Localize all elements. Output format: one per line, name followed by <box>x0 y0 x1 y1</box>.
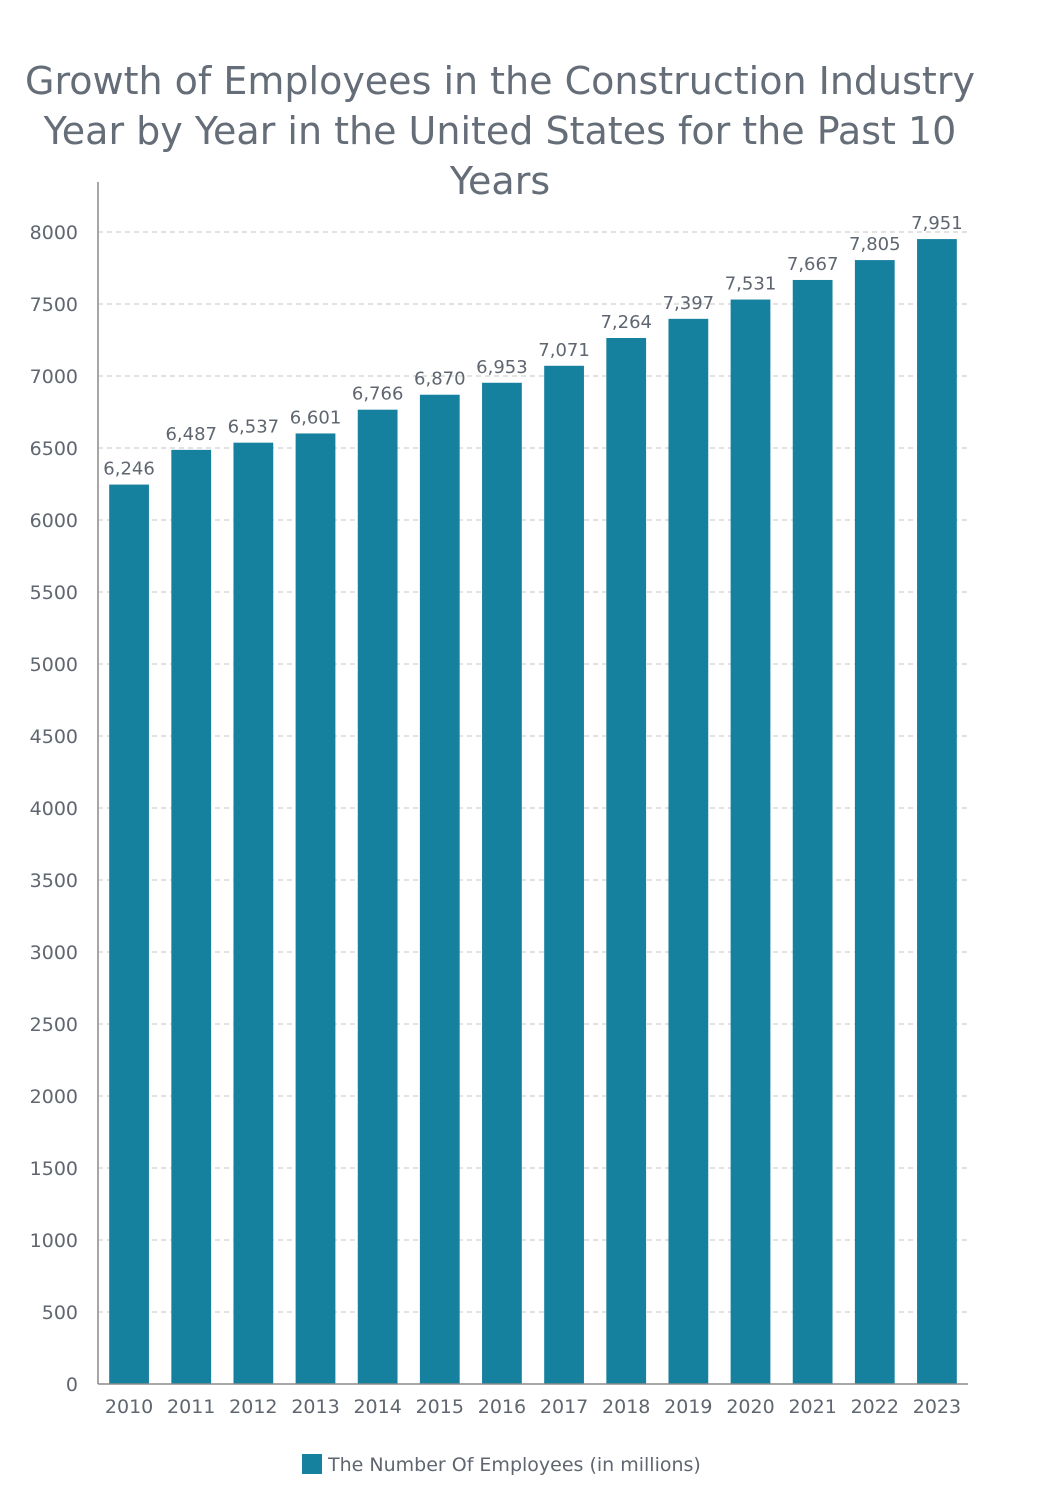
x-tick-label: 2013 <box>291 1396 339 1418</box>
y-tick-label: 3500 <box>30 870 78 892</box>
y-tick-label: 1500 <box>30 1158 78 1180</box>
bar <box>109 484 149 1384</box>
y-tick-label: 6000 <box>30 510 78 532</box>
legend-label: The Number Of Employees (in millions) <box>327 1454 701 1476</box>
x-tick-label: 2014 <box>353 1396 401 1418</box>
bar <box>482 382 522 1384</box>
y-tick-label: 5500 <box>30 582 78 604</box>
legend: The Number Of Employees (in millions) <box>302 1454 701 1476</box>
x-tick-label: 2017 <box>540 1396 588 1418</box>
y-tick-label: 0 <box>66 1374 78 1396</box>
y-tick-label: 7000 <box>30 366 78 388</box>
data-label: 6,601 <box>290 407 342 428</box>
x-tick-label: 2016 <box>478 1396 526 1418</box>
bar <box>357 409 398 1384</box>
data-label: 7,071 <box>538 340 590 361</box>
data-label: 6,953 <box>476 357 528 378</box>
bar <box>233 442 274 1384</box>
y-tick-label: 4000 <box>30 798 78 820</box>
bar <box>419 394 460 1385</box>
y-tick-label: 2500 <box>30 1014 78 1036</box>
bar <box>854 260 895 1385</box>
data-label: 6,870 <box>414 369 466 390</box>
bar <box>668 318 709 1384</box>
x-tick-label: 2019 <box>664 1396 712 1418</box>
x-tick-label: 2012 <box>229 1396 277 1418</box>
data-labels: 6,246 6,487 6,537 6,601 6,766 6,870 6,953 7,071… <box>103 213 962 480</box>
data-label: 7,531 <box>725 274 777 295</box>
y-tick-label: 2000 <box>30 1086 78 1108</box>
bar <box>917 239 957 1384</box>
bar <box>606 337 647 1384</box>
y-tick-label: 4500 <box>30 726 78 748</box>
data-label: 6,766 <box>352 384 404 405</box>
y-tick-label: 5000 <box>30 654 78 676</box>
y-tick-label: 8000 <box>30 222 78 244</box>
gridlines <box>98 231 968 1313</box>
data-label: 7,264 <box>600 312 652 333</box>
x-tick-label: 2020 <box>726 1396 774 1418</box>
data-label: 7,805 <box>849 234 901 255</box>
data-label: 7,667 <box>787 254 839 275</box>
data-label: 6,537 <box>228 417 280 438</box>
axes <box>97 182 968 1385</box>
y-tick-label: 3000 <box>30 942 78 964</box>
x-tick-label: 2015 <box>416 1396 464 1418</box>
bar <box>171 449 212 1384</box>
data-label: 7,397 <box>663 293 715 314</box>
y-tick-label: 1000 <box>30 1230 78 1252</box>
data-label: 6,246 <box>103 459 155 480</box>
data-label: 6,487 <box>165 424 217 445</box>
x-tick-label: 2018 <box>602 1396 650 1418</box>
legend-swatch <box>302 1454 322 1474</box>
y-tick-label: 6500 <box>30 438 78 460</box>
bar <box>730 299 771 1384</box>
x-tick-label: 2010 <box>105 1396 153 1418</box>
bar <box>544 365 584 1384</box>
bar <box>295 433 336 1384</box>
x-axis-ticks: 2010 2011 2012 2013 2014 2015 2016 2017 2018 2019… <box>105 1396 961 1418</box>
bar <box>792 279 833 1384</box>
y-tick-label: 500 <box>42 1302 78 1324</box>
x-tick-label: 2022 <box>851 1396 899 1418</box>
data-label: 7,951 <box>911 213 963 234</box>
x-tick-label: 2011 <box>167 1396 215 1418</box>
y-axis-ticks: 0 500 1000 1500 2000 2500 3000 3500 4000 4500 5000… <box>30 222 78 1396</box>
chart-title: Growth of Employees in the Construction … <box>25 59 975 203</box>
x-tick-label: 2021 <box>788 1396 836 1418</box>
y-tick-label: 7500 <box>30 294 78 316</box>
bars <box>109 239 957 1385</box>
x-tick-label: 2023 <box>913 1396 961 1418</box>
